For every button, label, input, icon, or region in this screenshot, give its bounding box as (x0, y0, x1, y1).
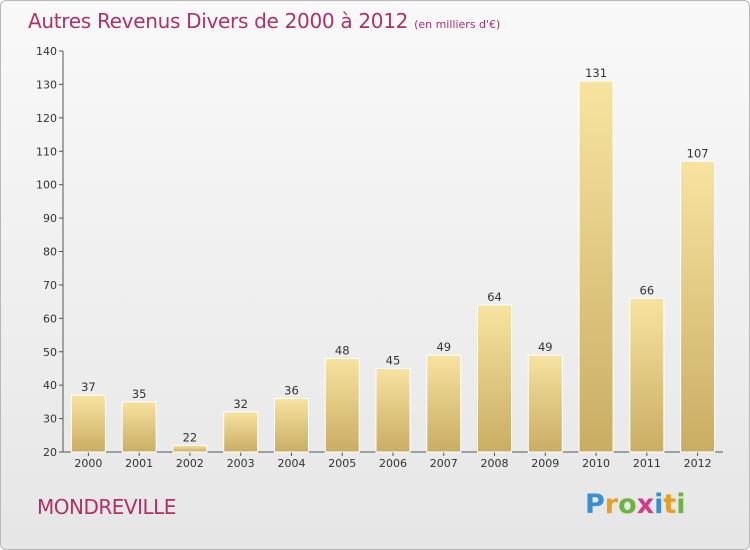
logo-letter: i (676, 489, 686, 520)
logo-letter: x (636, 489, 655, 520)
x-tick-label: 2012 (684, 457, 712, 470)
x-tick-label: 2004 (277, 457, 305, 470)
logo-letter: o (618, 489, 637, 520)
bar (172, 444, 208, 453)
chart-data-labels: 37 35 22 32 36 48 45 49 64 49 131 66 107 (81, 66, 709, 444)
y-tick-label: 80 (43, 246, 57, 259)
x-tick-label: 2007 (430, 457, 458, 470)
y-tick-label: 110 (36, 145, 57, 158)
y-tick-label: 120 (36, 112, 57, 125)
y-tick-label: 40 (43, 379, 57, 392)
y-tick-label: 70 (43, 279, 57, 292)
bar (426, 354, 462, 453)
data-label: 48 (335, 343, 350, 357)
chart-axes: 20 30 40 50 60 70 80 90 100 110 120 130 140 2000 2001 2… (36, 45, 723, 470)
x-tick-label: 2011 (633, 457, 661, 470)
bar (578, 80, 614, 453)
data-label: 66 (640, 283, 655, 297)
commune-name: MONDREVILLE (37, 495, 176, 519)
y-tick-label: 90 (43, 212, 57, 225)
bar (70, 394, 106, 453)
logo-letter: t (663, 489, 677, 520)
x-tick-label: 2008 (481, 457, 509, 470)
y-tick-label: 130 (36, 78, 57, 91)
bar (273, 398, 309, 453)
data-label: 36 (284, 384, 299, 398)
x-tick-label: 2009 (531, 457, 559, 470)
chart-title-block: Autres Revenus Divers de 2000 à 2012 (en … (28, 9, 500, 33)
x-tick-label: 2003 (227, 457, 255, 470)
chart-unit: (en milliers d'€) (414, 18, 501, 31)
data-label: 64 (487, 290, 502, 304)
y-tick-label: 100 (36, 179, 57, 192)
x-tick-label: 2001 (125, 457, 153, 470)
data-label: 49 (538, 340, 553, 354)
data-label: 35 (132, 387, 147, 401)
y-tick-label: 30 (43, 413, 57, 426)
x-tick-label: 2000 (74, 457, 102, 470)
bar (121, 401, 157, 453)
bar (375, 367, 411, 453)
data-label: 22 (183, 430, 198, 444)
bar (324, 357, 360, 453)
bar (629, 297, 665, 453)
chart-title: Autres Revenus Divers de 2000 à 2012 (28, 9, 409, 33)
data-label: 49 (436, 340, 451, 354)
data-label: 32 (233, 397, 248, 411)
logo-letter: P (585, 489, 605, 520)
y-tick-label: 50 (43, 346, 57, 359)
x-tick-label: 2005 (328, 457, 356, 470)
data-label: 107 (687, 146, 709, 160)
bar (527, 354, 563, 453)
x-tick-label: 2006 (379, 457, 407, 470)
bar (223, 411, 259, 453)
proxiti-logo: Proxiti (585, 489, 686, 520)
x-tick-label: 2002 (176, 457, 204, 470)
y-tick-label: 60 (43, 312, 57, 325)
y-tick-label: 140 (36, 45, 57, 58)
y-tick-label: 20 (43, 446, 57, 459)
logo-letter: i (654, 489, 664, 520)
data-label: 45 (386, 353, 401, 367)
data-label: 131 (585, 66, 607, 80)
data-label: 37 (81, 380, 96, 394)
bar (477, 304, 513, 453)
bar (680, 160, 716, 453)
chart-bars (70, 80, 716, 453)
logo-letter: r (604, 489, 619, 520)
x-tick-label: 2010 (582, 457, 610, 470)
